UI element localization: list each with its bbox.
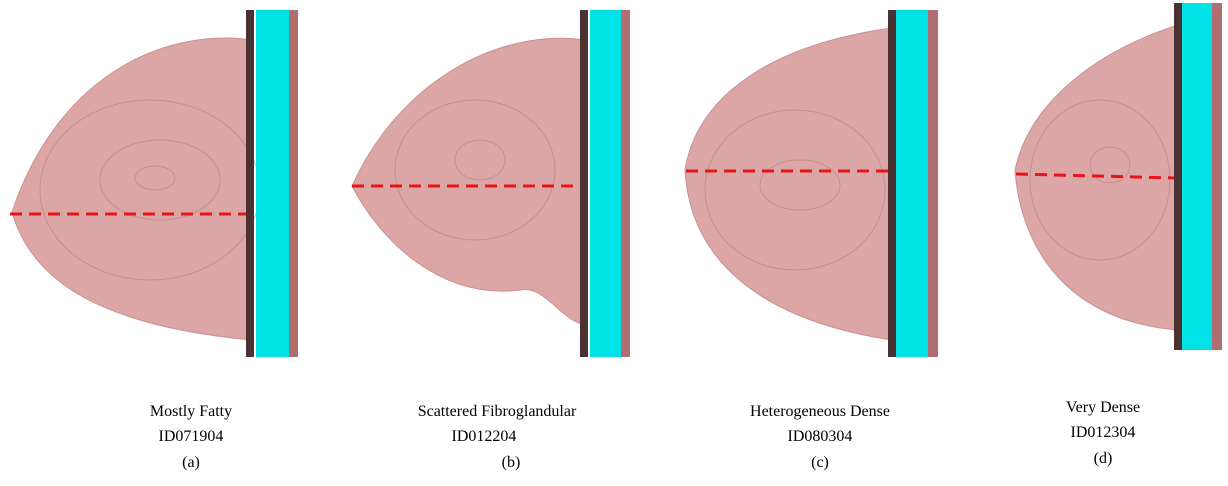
phantom-d	[1015, 3, 1222, 350]
figure: Mostly Fatty ID071904 (a) Scattered Fibr…	[0, 0, 1228, 486]
panel-letter: (b)	[502, 454, 521, 471]
density-label: Scattered Fibroglandular	[418, 403, 577, 420]
panel-letter: (c)	[811, 454, 829, 471]
phantom-a	[10, 10, 298, 357]
phantom-c	[685, 10, 938, 357]
density-label: Mostly Fatty	[150, 403, 232, 420]
phantom-id: ID071904	[159, 428, 224, 445]
phantom-id: ID080304	[788, 428, 853, 445]
phantom-id: ID012304	[1071, 424, 1136, 441]
phantom-b	[352, 10, 630, 357]
phantom-id: ID012204	[452, 428, 517, 445]
panel-letter: (d)	[1094, 450, 1113, 467]
panel-letter: (a)	[182, 454, 200, 471]
density-label: Heterogeneous Dense	[750, 403, 890, 420]
density-label: Very Dense	[1066, 399, 1140, 416]
